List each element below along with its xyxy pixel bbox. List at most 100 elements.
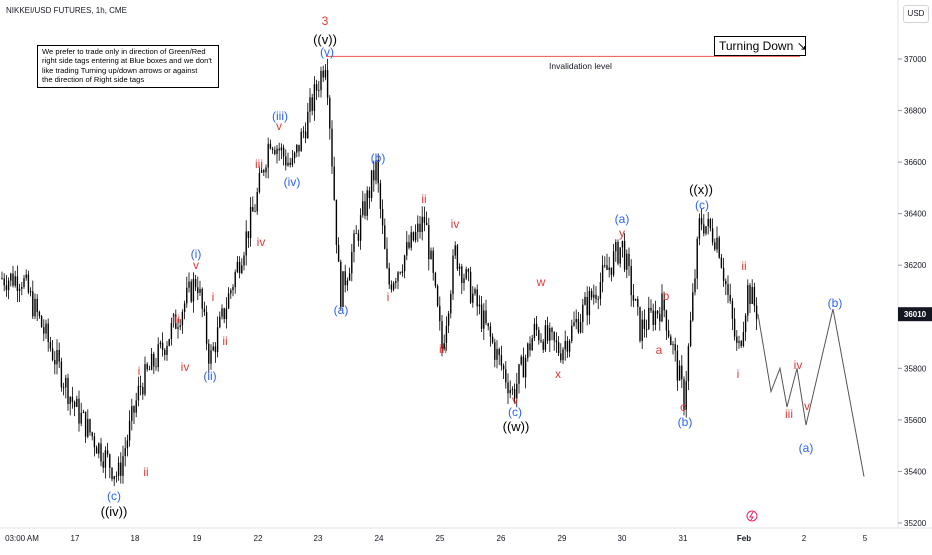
y-tick-label: 36800: [904, 107, 927, 116]
candle-body: [736, 336, 738, 343]
candle-body: [421, 216, 423, 232]
candle-body: [403, 255, 406, 272]
candle-body: [483, 310, 485, 329]
candle-body: [628, 253, 630, 267]
wave-label: iv: [451, 217, 460, 231]
currency-button[interactable]: USD: [903, 5, 929, 23]
candle-body: [731, 300, 734, 319]
candle-body: [274, 150, 276, 155]
candle-body: [645, 328, 648, 330]
candle-body: [309, 97, 311, 112]
candle-body: [749, 285, 751, 305]
candle-body: [564, 341, 566, 350]
candle-body: [120, 462, 122, 476]
candle-body: [590, 290, 593, 298]
candle-body: [639, 306, 641, 341]
wave-label: v: [276, 119, 282, 133]
candle-body: [551, 328, 553, 332]
candle-body: [98, 443, 100, 454]
wave-label: (c): [508, 405, 522, 419]
candle-body: [194, 279, 197, 288]
candle-body: [753, 286, 756, 306]
candle-body: [579, 322, 582, 333]
candle-body: [397, 272, 399, 282]
wave-label: (ii): [203, 369, 216, 383]
candle-body: [65, 377, 67, 388]
candle-body: [513, 389, 516, 399]
candle-body: [436, 285, 439, 306]
candle-body: [307, 111, 309, 139]
candle-body: [293, 152, 296, 159]
wave-label: (a): [615, 212, 630, 226]
candle-body: [494, 342, 496, 360]
candle-body: [238, 261, 241, 274]
candle-body: [186, 287, 188, 304]
candle-body: [348, 273, 351, 281]
candle-body: [469, 271, 472, 303]
candle-body: [177, 327, 179, 329]
candle-body: [359, 215, 362, 241]
candle-body: [148, 369, 151, 371]
y-tick-label: 35600: [904, 416, 927, 425]
candle-body: [318, 90, 320, 91]
candle-body: [540, 340, 542, 342]
candle-body: [260, 170, 263, 173]
candle-body: [722, 267, 725, 281]
candle-body: [109, 454, 111, 468]
candle-body: [370, 170, 373, 198]
candle-body: [216, 327, 219, 353]
wave-label: ((w)): [503, 419, 530, 434]
candle-body: [210, 350, 212, 364]
candle-body: [278, 148, 280, 151]
candle-body: [549, 328, 551, 341]
candle-body: [610, 267, 613, 275]
candle-body: [71, 396, 74, 402]
candle-body: [474, 289, 476, 294]
candle-body: [322, 70, 324, 78]
wave-label: (iii): [272, 109, 288, 123]
wave-label: b: [663, 289, 670, 303]
candle-body: [744, 315, 747, 332]
candle-body: [478, 304, 481, 307]
wave-label: ((x)): [689, 182, 713, 197]
candle-body: [485, 310, 487, 324]
candle-body: [641, 319, 643, 341]
candle-body: [740, 341, 742, 347]
candle-body: [315, 84, 318, 91]
candle-body: [709, 218, 712, 229]
candle-body: [221, 308, 223, 317]
candle-body: [670, 336, 672, 346]
candle-body: [326, 70, 329, 98]
candle-body: [131, 406, 133, 421]
candle-body: [663, 293, 665, 311]
y-tick-label: 36600: [904, 158, 927, 167]
x-tick-label: 2: [802, 534, 807, 543]
candle-body: [392, 283, 395, 290]
candle-body: [18, 288, 21, 291]
candle-body: [170, 322, 173, 340]
candle-body: [340, 261, 342, 307]
candle-body: [159, 342, 162, 345]
y-tick-label: 36400: [904, 210, 927, 219]
candle-body: [443, 343, 445, 349]
candle-body: [377, 159, 379, 184]
candle-body: [659, 313, 661, 322]
candle-body: [395, 281, 397, 284]
candle-body: [247, 231, 250, 239]
candle-body: [199, 288, 201, 293]
candle-body: [304, 131, 307, 139]
candle-body: [738, 341, 740, 343]
candle-body: [285, 156, 287, 166]
candle-body: [146, 364, 148, 370]
candle-body: [320, 70, 322, 91]
candle-body: [571, 325, 573, 342]
candle-body: [496, 349, 498, 360]
candle-body: [410, 232, 412, 248]
candle-body: [428, 225, 430, 260]
candle-body: [69, 396, 71, 404]
candle-body: [142, 386, 144, 395]
wave-label: i: [212, 290, 215, 304]
candle-body: [430, 250, 432, 260]
